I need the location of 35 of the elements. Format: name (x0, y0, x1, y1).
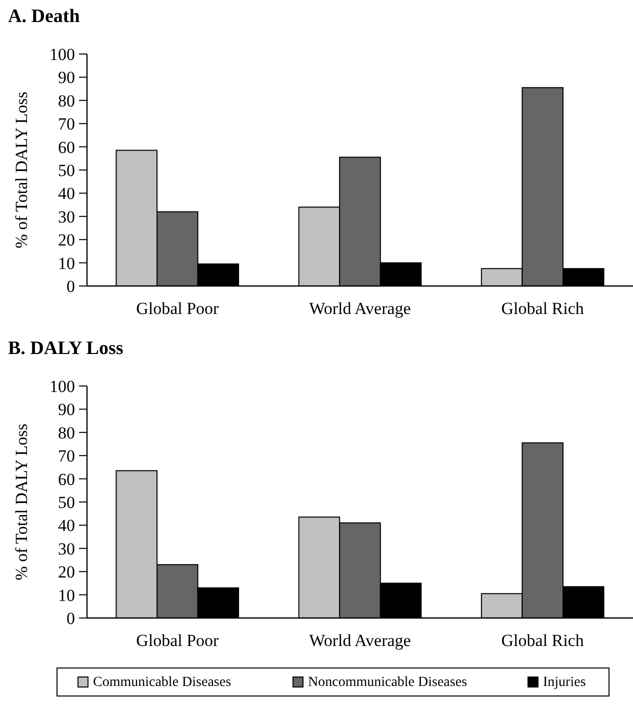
y-axis-title: % of Total DALY Loss (12, 92, 31, 248)
y-tick-label: 90 (58, 400, 75, 420)
y-tick-label: 80 (58, 91, 75, 110)
x-tick-label: Global Rich (501, 299, 584, 318)
x-tick-label: Global Poor (136, 299, 220, 318)
y-tick-label: 50 (58, 492, 75, 512)
y-tick-label: 20 (58, 562, 75, 582)
y-tick-label: 10 (58, 254, 75, 273)
y-tick-label: 10 (58, 586, 75, 605)
legend-label: Communicable Diseases (93, 675, 232, 690)
chart-title: A. Death (8, 6, 80, 27)
y-tick-label: 60 (58, 138, 75, 157)
y-tick-label: 70 (58, 114, 75, 134)
x-tick-label: World Average (309, 299, 411, 318)
x-tick-label: World Average (309, 631, 411, 650)
legend-label: Injuries (543, 675, 586, 690)
y-tick-label: 30 (58, 539, 75, 558)
y-tick-label: 0 (66, 276, 75, 296)
y-axis-title: % of Total DALY Loss (12, 424, 31, 580)
chart-title: B. DALY Loss (8, 338, 124, 359)
y-tick-label: 40 (58, 516, 75, 536)
y-tick-label: 50 (58, 160, 75, 180)
y-tick-label: 30 (58, 207, 75, 226)
y-tick-label: 40 (58, 184, 75, 204)
y-tick-label: 0 (66, 608, 75, 628)
x-tick-label: Global Rich (501, 631, 584, 650)
y-tick-label: 100 (50, 44, 75, 64)
x-tick-label: Global Poor (136, 631, 220, 650)
y-tick-label: 70 (58, 446, 75, 466)
y-tick-label: 100 (50, 376, 75, 396)
y-tick-label: 90 (58, 68, 75, 88)
y-tick-label: 20 (58, 230, 75, 250)
legend-label: Noncommunicable Diseases (308, 675, 468, 690)
y-tick-label: 80 (58, 423, 75, 442)
y-tick-label: 60 (58, 470, 75, 489)
